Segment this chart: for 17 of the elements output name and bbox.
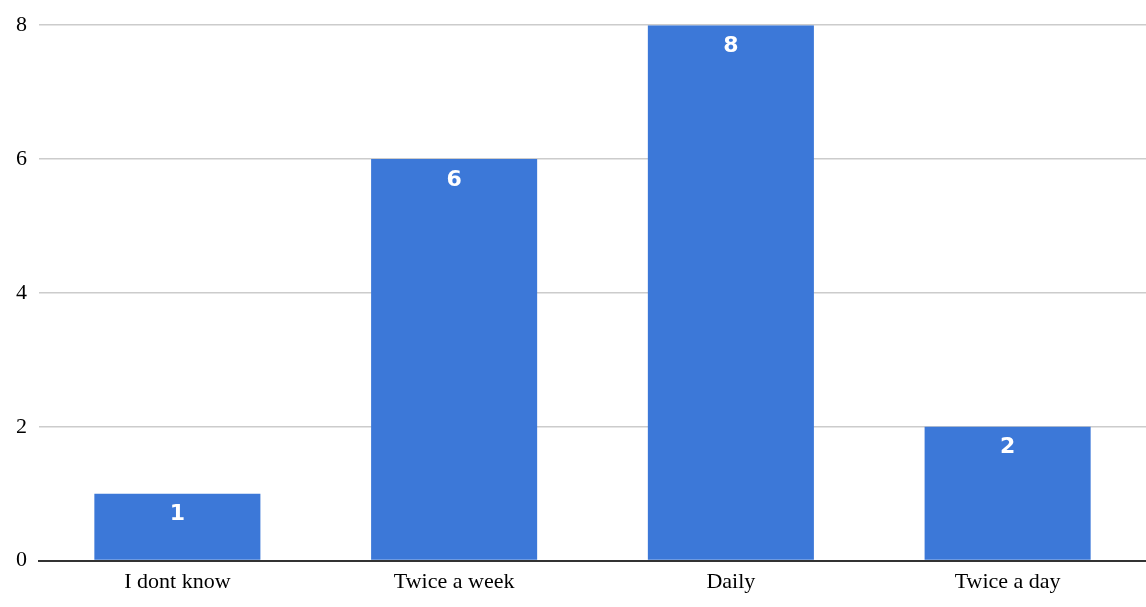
bar — [94, 493, 261, 560]
data-label: 1 — [169, 500, 186, 526]
bar — [647, 25, 814, 560]
y-tick-label: 8 — [16, 10, 27, 36]
x-tick-label: Twice a day — [954, 567, 1061, 593]
x-tick-label: Twice a week — [393, 567, 515, 593]
data-label: 6 — [446, 165, 462, 191]
data-label: 2 — [999, 433, 1016, 459]
y-tick-label: 2 — [16, 412, 27, 438]
y-tick-label: 6 — [16, 144, 27, 170]
y-tick-label: 4 — [16, 278, 27, 304]
x-tick-label: Daily — [706, 567, 756, 593]
x-tick-label: I dont know — [124, 567, 231, 593]
y-tick-label: 0 — [16, 546, 27, 572]
bar — [924, 426, 1091, 560]
bar — [371, 159, 538, 560]
data-label: 8 — [723, 31, 739, 57]
